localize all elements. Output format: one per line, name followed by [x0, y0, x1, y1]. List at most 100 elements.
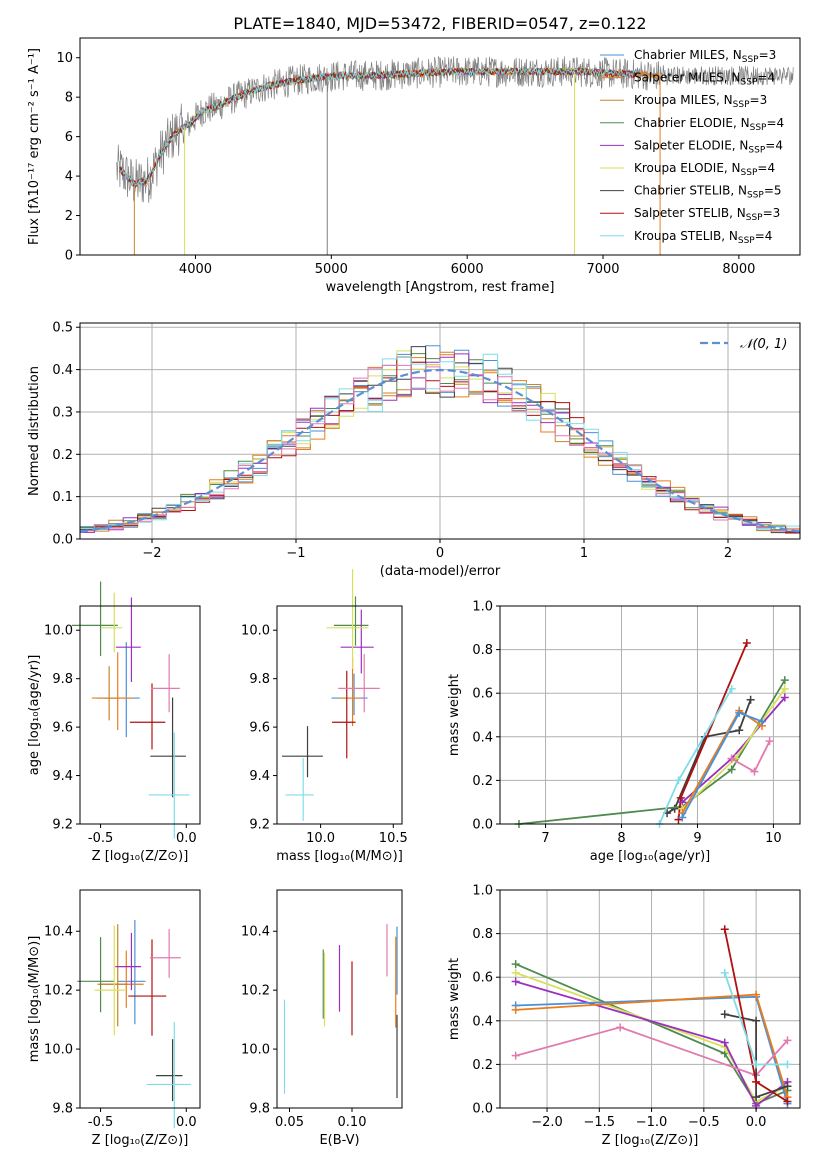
- model-spectrum-line: [119, 67, 637, 187]
- legend-subscript: SSP: [747, 191, 764, 201]
- y-tick-label: 10.0: [44, 1043, 73, 1058]
- y-tick-label: 0.3: [52, 405, 73, 420]
- x-axis-label: E(B-V): [319, 1133, 359, 1148]
- y-tick-label: 2: [65, 209, 73, 224]
- model-spectrum-line: [118, 67, 638, 188]
- weight-point-marker: [752, 1093, 761, 1102]
- weight-point-marker: [735, 726, 744, 735]
- plot-area: [77, 920, 191, 1129]
- plot-area: [283, 923, 398, 1099]
- plot-area: [514, 639, 789, 828]
- x-tick-label: 10.5: [379, 831, 408, 846]
- y-tick-label: 0.0: [472, 818, 493, 833]
- x-tick-label: −1: [286, 546, 305, 561]
- panel-mass_vs_Z: -0.5 0.0 9.8 10.0 10.2 10.4 Z [log₁₀(Z/Z⊙)] mas…: [27, 889, 201, 1148]
- legend-label: Kroupa MILES, NSSP=3: [634, 93, 767, 110]
- legend-label: Kroupa ELODIE, NSSP=4: [634, 161, 775, 178]
- axes-frame: [276, 889, 403, 1109]
- x-tick-label: 7: [541, 831, 549, 846]
- x-axis-label: wavelength [Angstrom, rest frame]: [326, 280, 555, 295]
- y-tick-label: 10.0: [241, 624, 270, 639]
- legend-suffix: =3: [750, 93, 768, 107]
- legend-subscript: SSP: [741, 78, 758, 88]
- weight-point-marker: [780, 693, 789, 702]
- axes-frame: [276, 605, 403, 825]
- weight-point-marker: [720, 968, 729, 977]
- weight-point-marker: [783, 1097, 792, 1106]
- x-tick-label: −2: [142, 546, 161, 561]
- y-axis-label: Flux [fλ10⁻¹⁷ erg cm⁻² s⁻¹ A⁻¹]: [27, 48, 42, 245]
- y-tick-label: 10.4: [44, 925, 73, 940]
- x-tick-label: −1.5: [584, 1115, 616, 1130]
- y-tick-label: 9.6: [52, 721, 73, 736]
- legend-label: Chabrier STELIB, NSSP=5: [634, 184, 782, 201]
- residual-legend: 𝒩(0, 1): [700, 337, 787, 352]
- x-tick-label: 2: [724, 546, 732, 561]
- y-tick-label: 0.8: [472, 643, 493, 658]
- x-tick-label: 7000: [586, 262, 619, 277]
- y-tick-label: 10.0: [44, 624, 73, 639]
- y-tick-label: 9.4: [52, 769, 73, 784]
- weight-point-marker: [780, 684, 789, 693]
- y-tick-label: 0.6: [472, 971, 493, 986]
- y-tick-label: 8: [65, 91, 73, 106]
- y-tick-label: 0.1: [52, 490, 73, 505]
- x-axis-label: age [log₁₀(age/yr)]: [590, 849, 711, 864]
- y-tick-label: 10.0: [241, 1043, 270, 1058]
- weight-point-marker: [674, 776, 683, 785]
- weight-point-marker: [746, 695, 755, 704]
- weight-point-marker: [783, 1036, 792, 1045]
- weight-series-line: [515, 980, 789, 1108]
- weight-point-marker: [616, 1023, 625, 1032]
- y-tick-label: 9.2: [249, 818, 270, 833]
- weight-point-marker: [752, 1016, 761, 1025]
- legend-subscript: SSP: [733, 100, 750, 110]
- weight-point-marker: [783, 1060, 792, 1069]
- model-spectrum-line: [118, 66, 637, 189]
- plot-area: [80, 345, 800, 534]
- legend-subscript: SSP: [748, 145, 765, 155]
- legend-subscript: SSP: [746, 213, 763, 223]
- y-tick-label: 0.5: [52, 321, 73, 336]
- axes-frame: [79, 889, 201, 1109]
- weight-point-marker: [727, 765, 736, 774]
- y-tick-label: 0.2: [52, 448, 73, 463]
- panel-weight_vs_Z: −2.0 −1.5 −1.0 −0.5 0.0 0.0 0.2 0.4 0.6 0.8 1.0 Z […: [447, 884, 801, 1148]
- weight-point-marker: [511, 960, 520, 969]
- x-tick-label: 10: [765, 831, 782, 846]
- x-tick-label: -0.5: [88, 1115, 113, 1130]
- y-tick-label: 10.2: [44, 984, 73, 999]
- y-axis-label: mass [log₁₀(M/M⊙)]: [27, 936, 42, 1063]
- legend-suffix: =4: [757, 71, 775, 85]
- y-tick-label: 9.2: [52, 818, 73, 833]
- plot-area: [116, 55, 794, 255]
- y-tick-label: 1.0: [472, 600, 493, 615]
- model-spectrum-line: [118, 66, 637, 187]
- y-tick-label: 9.8: [52, 1102, 73, 1117]
- weight-point-marker: [735, 708, 744, 717]
- weight-point-marker: [750, 767, 759, 776]
- y-tick-label: 10.4: [241, 925, 270, 940]
- y-axis-label: mass weight: [447, 674, 462, 756]
- weight-point-marker: [678, 813, 687, 822]
- plot-area: [71, 581, 190, 839]
- y-tick-label: 0.0: [472, 1102, 493, 1117]
- x-axis-label: Z [log₁₀(Z/Z⊙)]: [602, 1133, 699, 1148]
- legend-label: Chabrier ELODIE, NSSP=4: [634, 116, 784, 133]
- residual-histogram-line: [80, 364, 800, 532]
- x-tick-label: 10.0: [306, 831, 335, 846]
- weight-point-marker: [727, 684, 736, 693]
- legend-suffix: =4: [755, 229, 773, 243]
- x-tick-label: 1: [580, 546, 588, 561]
- axes-frame: [79, 605, 201, 825]
- x-axis-label: mass [log₁₀(M/M⊙)]: [276, 849, 403, 864]
- y-tick-label: 0: [65, 249, 73, 264]
- y-tick-label: 0.2: [472, 1058, 493, 1073]
- weight-point-marker: [783, 1082, 792, 1091]
- weight-series-line: [658, 688, 733, 825]
- y-axis-label: mass weight: [447, 958, 462, 1040]
- x-tick-label: 6000: [451, 262, 484, 277]
- weight-point-marker: [511, 977, 520, 986]
- y-tick-label: 9.8: [52, 672, 73, 687]
- y-tick-label: 0.0: [52, 533, 73, 548]
